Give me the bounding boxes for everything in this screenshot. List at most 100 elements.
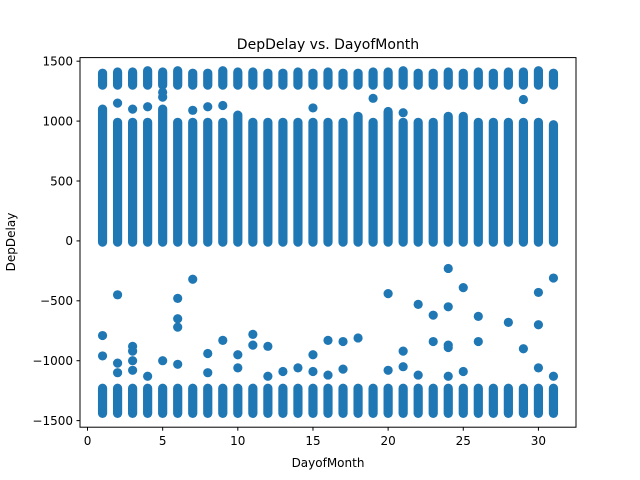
y-tick-label: −1000 <box>32 354 73 368</box>
data-point <box>353 333 363 343</box>
point-band-day-12-1 <box>263 117 273 247</box>
point-band-day-14-0 <box>293 383 303 419</box>
point-band-day-27-1 <box>488 117 498 247</box>
data-point <box>173 359 183 369</box>
point-band-day-26-0 <box>473 383 483 419</box>
point-band-day-10-1 <box>233 110 243 247</box>
point-band-day-28-2 <box>503 67 513 90</box>
point-band-day-12-0 <box>263 383 273 419</box>
point-band-day-9-2 <box>218 66 228 90</box>
point-band-day-27-2 <box>488 68 498 90</box>
data-point <box>158 87 168 97</box>
point-band-day-9-1 <box>218 117 228 247</box>
point-band-day-20-0 <box>383 383 393 419</box>
point-band-day-29-2 <box>518 67 528 90</box>
data-point <box>443 302 453 312</box>
point-band-day-11-0 <box>248 383 258 419</box>
point-band-day-24-2 <box>443 67 453 90</box>
point-band-day-1-1 <box>97 104 108 247</box>
data-point <box>428 310 438 320</box>
data-point <box>248 329 258 339</box>
data-point <box>368 93 378 103</box>
point-band-day-8-0 <box>203 383 213 419</box>
point-band-day-9-0 <box>218 383 228 419</box>
data-point <box>203 102 213 112</box>
data-point <box>143 102 153 112</box>
data-point <box>503 317 513 327</box>
data-point <box>188 105 198 115</box>
y-axis-ticks: −1500 −1000 −500 0 500 1000 1500 <box>32 54 80 428</box>
point-band-day-22-2 <box>413 68 423 90</box>
point-band-day-23-2 <box>428 68 438 90</box>
data-point <box>188 274 198 284</box>
data-point <box>473 336 483 347</box>
data-point <box>533 287 544 298</box>
point-band-day-14-2 <box>293 67 303 90</box>
point-band-day-1-2 <box>97 68 108 90</box>
y-tick-label: 1500 <box>42 54 73 68</box>
point-band-day-28-1 <box>503 117 513 247</box>
point-band-day-15-1 <box>308 117 318 247</box>
point-band-day-21-1 <box>398 117 408 247</box>
point-band-day-13-1 <box>278 117 288 247</box>
point-band-day-25-2 <box>458 68 468 90</box>
point-band-day-25-1 <box>458 111 468 247</box>
point-band-day-31-2 <box>548 68 559 90</box>
point-band-day-24-1 <box>443 111 453 247</box>
data-point <box>248 340 258 350</box>
data-point <box>413 299 423 309</box>
point-band-day-24-0 <box>443 383 453 419</box>
y-tick-label: −500 <box>40 294 73 308</box>
point-band-day-7-0 <box>188 383 198 419</box>
data-point <box>97 351 108 361</box>
data-point <box>458 366 468 377</box>
data-point <box>308 350 318 360</box>
x-axis-label: DayofMonth <box>292 456 365 470</box>
point-band-day-11-2 <box>248 67 258 90</box>
point-band-day-23-0 <box>428 383 438 419</box>
point-band-day-19-1 <box>368 117 378 247</box>
point-band-day-29-0 <box>518 383 528 419</box>
point-band-day-23-1 <box>428 117 438 247</box>
plot-frame <box>79 57 577 428</box>
data-point <box>533 320 544 330</box>
point-band-day-31-0 <box>548 383 559 419</box>
data-point <box>428 336 438 347</box>
y-tick-label: 0 <box>65 234 73 248</box>
point-band-day-20-2 <box>383 67 393 90</box>
point-band-day-16-2 <box>323 67 333 90</box>
point-band-day-5-2 <box>158 67 168 90</box>
point-band-day-4-2 <box>143 66 153 90</box>
data-point <box>112 290 123 300</box>
data-point <box>548 371 559 381</box>
x-tick-label: 30 <box>531 434 546 448</box>
point-band-day-27-0 <box>488 383 498 419</box>
point-band-day-1-0 <box>97 383 108 419</box>
point-band-day-13-2 <box>278 68 288 90</box>
data-point <box>173 322 183 332</box>
point-band-day-26-2 <box>473 67 483 90</box>
x-axis-ticks: 0 5 10 15 20 25 30 <box>84 427 546 448</box>
point-band-day-14-1 <box>293 117 303 247</box>
data-point <box>112 368 123 378</box>
data-point <box>518 94 528 105</box>
data-point <box>218 100 228 111</box>
data-point <box>443 371 453 381</box>
point-band-day-25-0 <box>458 383 468 419</box>
data-point <box>308 103 318 113</box>
point-band-day-16-1 <box>323 117 333 247</box>
point-band-day-8-1 <box>203 117 213 247</box>
point-band-day-2-1 <box>112 117 123 247</box>
point-band-day-31-1 <box>548 120 559 247</box>
point-band-day-26-1 <box>473 117 483 247</box>
point-band-day-10-2 <box>233 67 243 90</box>
point-band-day-3-0 <box>128 383 138 419</box>
data-points <box>97 66 559 419</box>
data-point <box>533 363 544 373</box>
point-band-day-5-0 <box>158 383 168 419</box>
point-band-day-17-0 <box>338 383 348 419</box>
data-point <box>263 341 273 351</box>
data-point <box>173 293 183 304</box>
